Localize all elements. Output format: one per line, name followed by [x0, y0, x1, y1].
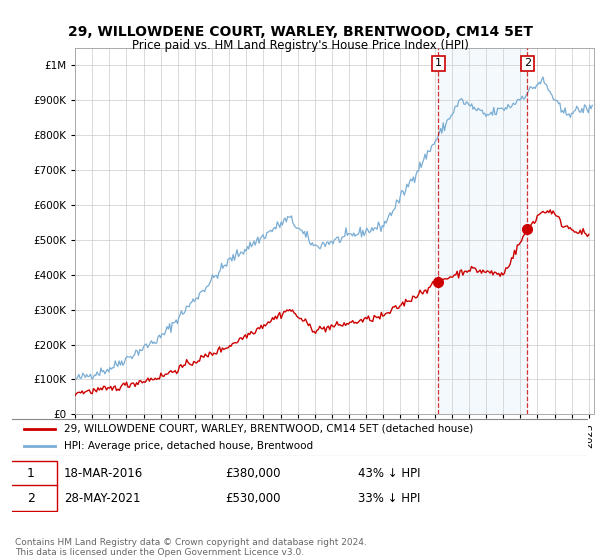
Text: 29, WILLOWDENE COURT, WARLEY, BRENTWOOD, CM14 5ET (detached house): 29, WILLOWDENE COURT, WARLEY, BRENTWOOD,…: [64, 423, 473, 433]
Text: 1: 1: [435, 58, 442, 68]
FancyBboxPatch shape: [9, 419, 590, 456]
Text: Price paid vs. HM Land Registry's House Price Index (HPI): Price paid vs. HM Land Registry's House …: [131, 39, 469, 52]
Text: 18-MAR-2016: 18-MAR-2016: [64, 467, 143, 480]
Text: 33% ↓ HPI: 33% ↓ HPI: [358, 492, 420, 505]
Bar: [439, 48, 527, 414]
Text: £530,000: £530,000: [225, 492, 281, 505]
Text: HPI: Average price, detached house, Brentwood: HPI: Average price, detached house, Bren…: [64, 441, 313, 451]
FancyBboxPatch shape: [5, 486, 57, 511]
Text: 28-MAY-2021: 28-MAY-2021: [64, 492, 140, 505]
Text: 29, WILLOWDENE COURT, WARLEY, BRENTWOOD, CM14 5ET: 29, WILLOWDENE COURT, WARLEY, BRENTWOOD,…: [67, 25, 533, 39]
Text: 43% ↓ HPI: 43% ↓ HPI: [358, 467, 420, 480]
Text: £380,000: £380,000: [225, 467, 281, 480]
Text: 1: 1: [27, 467, 35, 480]
FancyBboxPatch shape: [5, 461, 57, 486]
Text: 2: 2: [524, 58, 531, 68]
Text: Contains HM Land Registry data © Crown copyright and database right 2024.
This d: Contains HM Land Registry data © Crown c…: [15, 538, 367, 557]
Text: 2: 2: [27, 492, 35, 505]
